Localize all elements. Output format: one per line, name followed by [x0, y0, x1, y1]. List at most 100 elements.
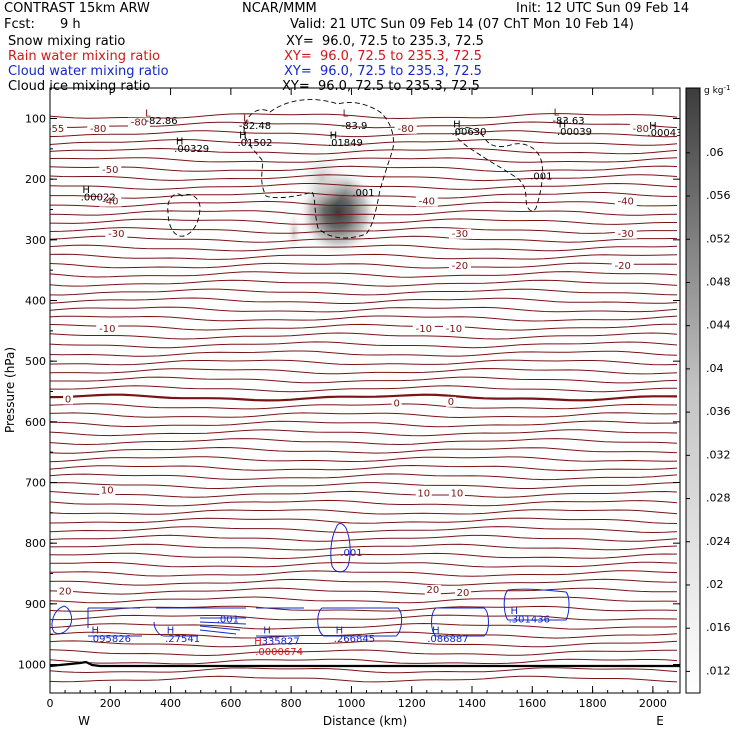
- extremum-label: .27541: [165, 634, 200, 645]
- contour-label: -20: [452, 261, 468, 272]
- center-title: NCAR/MMM: [242, 1, 317, 16]
- terrain-line: [50, 660, 680, 668]
- field-xy-rain: XY= 96.0, 72.5 to 235.3, 72.5: [284, 49, 482, 64]
- colorbar-tick-label: .032: [706, 448, 731, 461]
- contour-label: 10: [417, 488, 430, 499]
- x-tick-label: 400: [160, 697, 181, 710]
- cloud-water-cell-2: [87, 607, 142, 637]
- cloud-water-cell-4: [199, 607, 247, 635]
- extremum-label: H: [649, 121, 657, 132]
- temperature-contour-line: [50, 235, 678, 243]
- temperature-contour-line: [50, 323, 677, 331]
- extremum-label: .01502: [237, 138, 272, 149]
- contour-label: -10: [446, 324, 462, 335]
- temperature-contour-line: [50, 640, 678, 648]
- colorbar-tick-label: .04: [706, 362, 724, 375]
- contour-label-bg: [415, 488, 432, 499]
- extremum-label: H: [510, 606, 518, 617]
- contour-label-bg: [415, 196, 438, 207]
- cloud-water-cell-8: [503, 588, 570, 621]
- temperature-contour-line: [50, 622, 678, 630]
- contour-label: -80: [90, 124, 106, 135]
- contour-label-bg: [448, 488, 465, 499]
- contour-label: 20: [426, 585, 439, 596]
- plot-frame: [49, 87, 681, 694]
- extremum-label: H: [559, 120, 567, 131]
- temperature-contour-line: [50, 165, 678, 173]
- y-tick-label: 200: [25, 173, 46, 186]
- extremum-label: H: [263, 626, 271, 637]
- temperature-contour-line: [50, 253, 678, 260]
- extremum-label: -83.9: [342, 121, 368, 132]
- contour-label: -10: [99, 324, 115, 335]
- temperature-contour-line: [50, 456, 678, 463]
- extremum-label: .001: [352, 188, 374, 199]
- x-tick-label: 1200: [398, 697, 426, 710]
- contour-label: -20: [615, 261, 631, 272]
- contour-label-bg: [424, 584, 441, 595]
- temperature-contour-line: [50, 130, 678, 138]
- contour-label-bg: [63, 394, 74, 405]
- extremum-label: .301436: [509, 615, 550, 626]
- contour-label: -40: [102, 197, 118, 208]
- contour-label-bg: [614, 196, 637, 207]
- temperature-contour-line: [50, 561, 678, 568]
- extremum-label: .086887: [427, 634, 468, 645]
- colorbar-tick-label: .036: [706, 405, 731, 418]
- temperature-contour-line: [50, 446, 678, 454]
- extremum-label: .00329: [174, 144, 209, 155]
- x-tick-label: 1800: [579, 697, 607, 710]
- temperature-contours: [50, 112, 678, 683]
- colorbar-tick-label: .028: [706, 492, 731, 505]
- extremum-label: H: [82, 185, 90, 196]
- field-xy-cloud-ice: XY= 96.0, 72.5 to 235.3, 72.5: [282, 79, 480, 94]
- extremum-label: .001: [530, 172, 552, 183]
- colorbar-tick-label: .016: [706, 621, 731, 634]
- temperature-contour-line: [50, 147, 678, 155]
- temperature-contour-line: [50, 614, 678, 621]
- temperature-contour-line: [50, 244, 678, 252]
- extremum-label: .266845: [334, 634, 375, 645]
- colorbar-ticks: .012 .016 .02 .024 .028 .032 .036 .04 .044 .048 .0…: [686, 146, 731, 677]
- colorbar-tick-label: .044: [706, 319, 731, 332]
- temperature-contour-line: [50, 341, 678, 349]
- ice-contour-center: [243, 99, 394, 239]
- y-tick-label: 1000: [18, 659, 46, 672]
- contour-label: -80: [398, 124, 414, 135]
- temperature-contour-line: [50, 332, 678, 340]
- extremum-label: H: [330, 130, 338, 141]
- contour-label: 0: [393, 399, 399, 410]
- temperature-contour-line: [50, 587, 677, 595]
- contour-label-bg: [99, 485, 116, 496]
- temperature-contour-line: [50, 393, 678, 402]
- temperature-contour-line: [50, 464, 678, 472]
- contour-label: 10: [101, 485, 114, 496]
- y-tick-label: 500: [25, 355, 46, 368]
- temperature-contour-line: [50, 359, 678, 366]
- ice-contour-east: [455, 127, 543, 212]
- cloud-water-contours: [51, 523, 570, 637]
- snow-plume-shading: [296, 148, 348, 208]
- y-tick-label: 700: [25, 477, 46, 490]
- temperature-contour-line: [50, 271, 678, 278]
- cloud-water-cell-3: [153, 607, 212, 637]
- forecast-label: Fcst:: [4, 17, 35, 32]
- extremum-label: .095826: [90, 634, 131, 645]
- x-axis-east-label: E: [656, 714, 664, 728]
- contour-label: -50: [102, 165, 118, 176]
- temperature-contour-line: [50, 306, 678, 313]
- valid-time: Valid: 21 UTC Sun 09 Feb 14 (07 ChT Mon …: [290, 17, 634, 32]
- extremum-label: .001: [217, 615, 239, 626]
- temperature-contour-line: [50, 473, 678, 481]
- contour-label-bg: [445, 396, 456, 407]
- extremum-label: .0000674: [255, 647, 303, 658]
- temperature-contour-line: [50, 315, 678, 322]
- contour-label-bg: [412, 324, 435, 335]
- x-tick-label: 200: [100, 697, 121, 710]
- x-tick-label: 1000: [337, 697, 365, 710]
- temperature-contour-line: [50, 605, 678, 612]
- field-xy-cloud-water: XY= 96.0, 72.5 to 235.3, 72.5: [284, 64, 482, 79]
- x-tick-label: 0: [47, 697, 54, 710]
- contour-label-bg: [105, 228, 128, 239]
